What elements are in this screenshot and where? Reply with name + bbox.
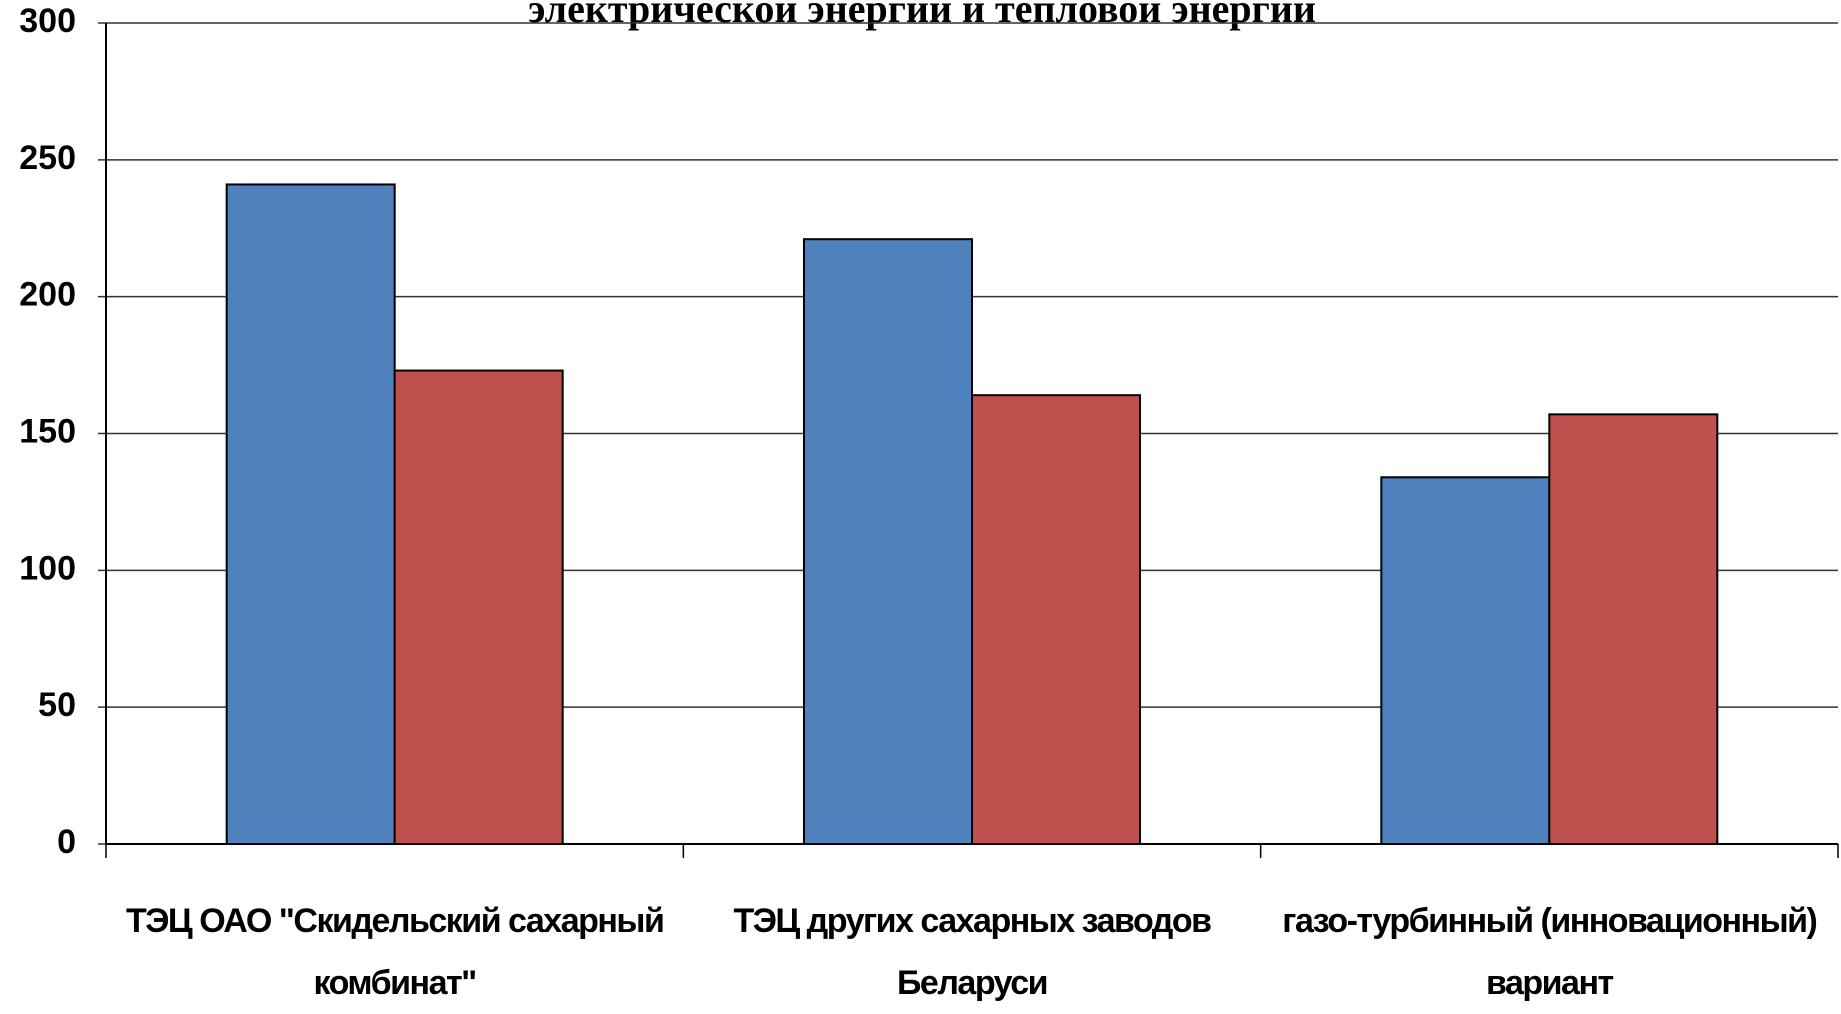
bar: [1548, 413, 1719, 845]
chart-title: электрической энергии и тепловой энергии: [528, 0, 1316, 31]
y-tick-label: 250: [19, 139, 76, 177]
y-tick-label: 0: [57, 823, 76, 861]
x-tick-label: газо-турбинный (инновационный) вариант: [1282, 902, 1818, 1002]
y-tick-label: 100: [19, 549, 76, 587]
x-tick-label: ТЭЦ ОАО "Скидельский сахарный комбинат": [125, 902, 665, 1002]
bar: [1380, 476, 1551, 845]
y-tick-label: 150: [19, 412, 76, 450]
bar: [971, 394, 1141, 845]
x-tick-label: ТЭЦ других сахарных заводов Беларуси: [733, 902, 1212, 1002]
y-tick-label: 300: [19, 2, 76, 40]
bar: [225, 183, 396, 846]
y-tick-label: 50: [38, 686, 76, 724]
y-tick-label: 200: [19, 276, 76, 314]
bar: [393, 369, 564, 845]
bar: [803, 238, 973, 846]
